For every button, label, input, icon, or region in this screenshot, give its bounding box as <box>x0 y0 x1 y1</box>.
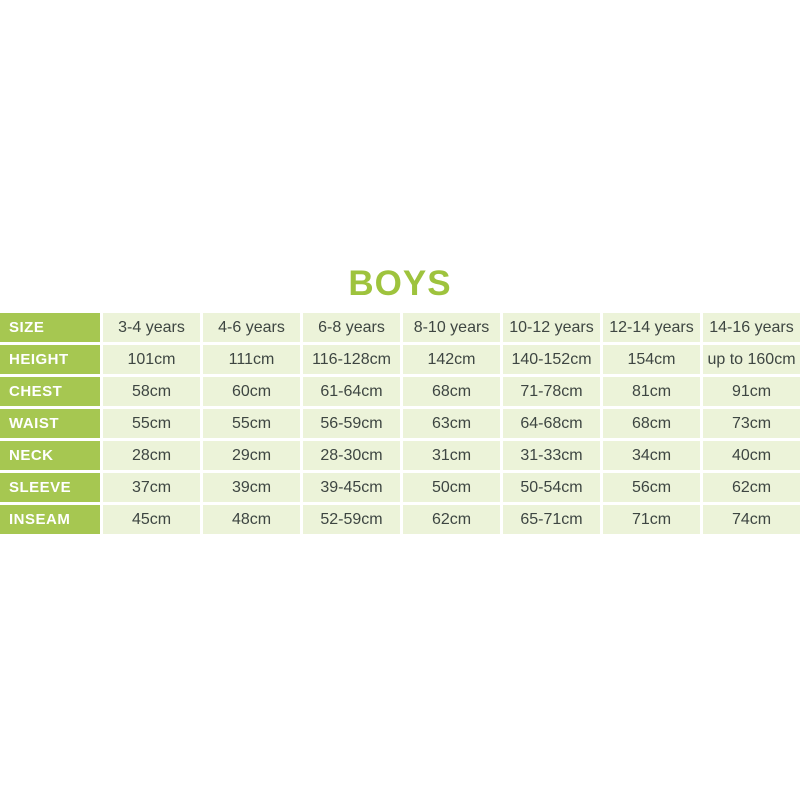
sleeve-cell: 62cm <box>703 473 800 502</box>
neck-cell: 34cm <box>603 441 700 470</box>
chest-cell: 60cm <box>203 377 300 406</box>
height-cell: up to 160cm <box>703 345 800 374</box>
sleeve-cell: 50cm <box>403 473 500 502</box>
inseam-cell: 62cm <box>403 505 500 534</box>
neck-cell: 31-33cm <box>503 441 600 470</box>
row-header-inseam: INSEAM <box>0 505 100 534</box>
row-header-chest: CHEST <box>0 377 100 406</box>
neck-cell: 29cm <box>203 441 300 470</box>
inseam-cell: 74cm <box>703 505 800 534</box>
sleeve-cell: 50-54cm <box>503 473 600 502</box>
height-cell: 140-152cm <box>503 345 600 374</box>
neck-cell: 28-30cm <box>303 441 400 470</box>
size-cell: 10-12 years <box>503 313 600 342</box>
height-cell: 111cm <box>203 345 300 374</box>
waist-cell: 68cm <box>603 409 700 438</box>
sleeve-cell: 56cm <box>603 473 700 502</box>
inseam-cell: 48cm <box>203 505 300 534</box>
chest-cell: 71-78cm <box>503 377 600 406</box>
waist-cell: 73cm <box>703 409 800 438</box>
chest-cell: 91cm <box>703 377 800 406</box>
waist-cell: 63cm <box>403 409 500 438</box>
chest-cell: 58cm <box>103 377 200 406</box>
size-table: SIZE 3-4 years 4-6 years 6-8 years 8-10 … <box>0 313 800 534</box>
height-cell: 142cm <box>403 345 500 374</box>
row-header-waist: WAIST <box>0 409 100 438</box>
row-header-size: SIZE <box>0 313 100 342</box>
height-cell: 154cm <box>603 345 700 374</box>
waist-cell: 55cm <box>203 409 300 438</box>
waist-cell: 55cm <box>103 409 200 438</box>
size-cell: 3-4 years <box>103 313 200 342</box>
size-cell: 6-8 years <box>303 313 400 342</box>
height-cell: 101cm <box>103 345 200 374</box>
row-header-neck: NECK <box>0 441 100 470</box>
size-cell: 14-16 years <box>703 313 800 342</box>
inseam-cell: 71cm <box>603 505 700 534</box>
waist-cell: 64-68cm <box>503 409 600 438</box>
inseam-cell: 52-59cm <box>303 505 400 534</box>
waist-cell: 56-59cm <box>303 409 400 438</box>
sleeve-cell: 39-45cm <box>303 473 400 502</box>
inseam-cell: 45cm <box>103 505 200 534</box>
chest-cell: 68cm <box>403 377 500 406</box>
neck-cell: 31cm <box>403 441 500 470</box>
chest-cell: 61-64cm <box>303 377 400 406</box>
size-cell: 12-14 years <box>603 313 700 342</box>
inseam-cell: 65-71cm <box>503 505 600 534</box>
height-cell: 116-128cm <box>303 345 400 374</box>
size-cell: 4-6 years <box>203 313 300 342</box>
page-title: BOYS <box>348 264 452 303</box>
sleeve-cell: 39cm <box>203 473 300 502</box>
row-header-height: HEIGHT <box>0 345 100 374</box>
row-header-sleeve: SLEEVE <box>0 473 100 502</box>
sleeve-cell: 37cm <box>103 473 200 502</box>
neck-cell: 40cm <box>703 441 800 470</box>
chest-cell: 81cm <box>603 377 700 406</box>
neck-cell: 28cm <box>103 441 200 470</box>
size-cell: 8-10 years <box>403 313 500 342</box>
